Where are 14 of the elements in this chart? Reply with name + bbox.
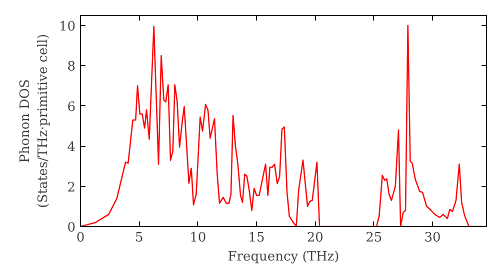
x-tick-label: 10: [190, 230, 206, 246]
y-axis-title: Phonon DOS (States/THz·primitive cell): [18, 34, 51, 208]
y-tick-label: 6: [67, 100, 76, 115]
y-tick-label: 0: [67, 220, 76, 236]
x-tick-label: 25: [366, 230, 382, 246]
x-tick-label: 30: [424, 230, 441, 246]
y-tick-label: 4: [67, 140, 76, 156]
x-axis-title: Frequency (THz): [228, 250, 340, 264]
x-tick-label: 5: [135, 230, 144, 246]
y-tick-label: 2: [67, 180, 76, 196]
y-tick-label: 8: [67, 60, 76, 75]
x-tick-label: 20: [306, 230, 324, 246]
y-tick-label: 10: [58, 20, 76, 35]
x-tick-label: 15: [248, 230, 265, 246]
